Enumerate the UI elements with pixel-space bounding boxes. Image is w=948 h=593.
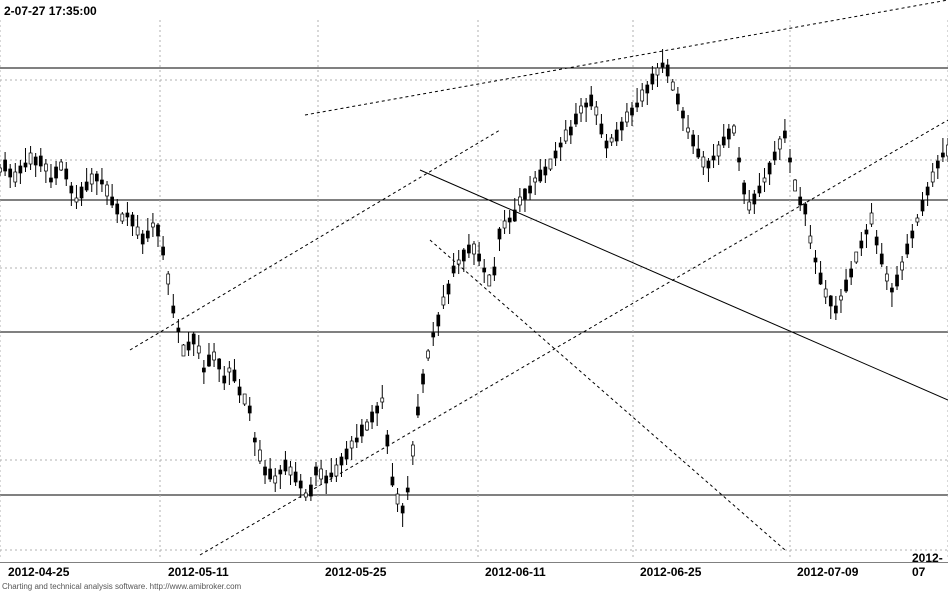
x-axis-label: 2012-06-11 xyxy=(485,565,546,579)
price-chart xyxy=(0,0,948,593)
x-axis: Charting and technical analysis software… xyxy=(0,563,948,593)
chart-timestamp: 2-07-27 17:35:00 xyxy=(4,4,97,18)
footer-credit: Charting and technical analysis software… xyxy=(2,582,241,591)
x-axis-label: 2012-05-11 xyxy=(168,565,229,579)
x-axis-label: 2012-05-25 xyxy=(325,565,386,579)
x-axis-label: 2012-06-25 xyxy=(640,565,701,579)
chart-container: 2-07-27 17:35:00 Charting and technical … xyxy=(0,0,948,593)
x-axis-label: 2012-04-25 xyxy=(8,565,69,579)
x-axis-label: 2012-07 xyxy=(912,551,948,579)
x-axis-label: 2012-07-09 xyxy=(797,565,858,579)
